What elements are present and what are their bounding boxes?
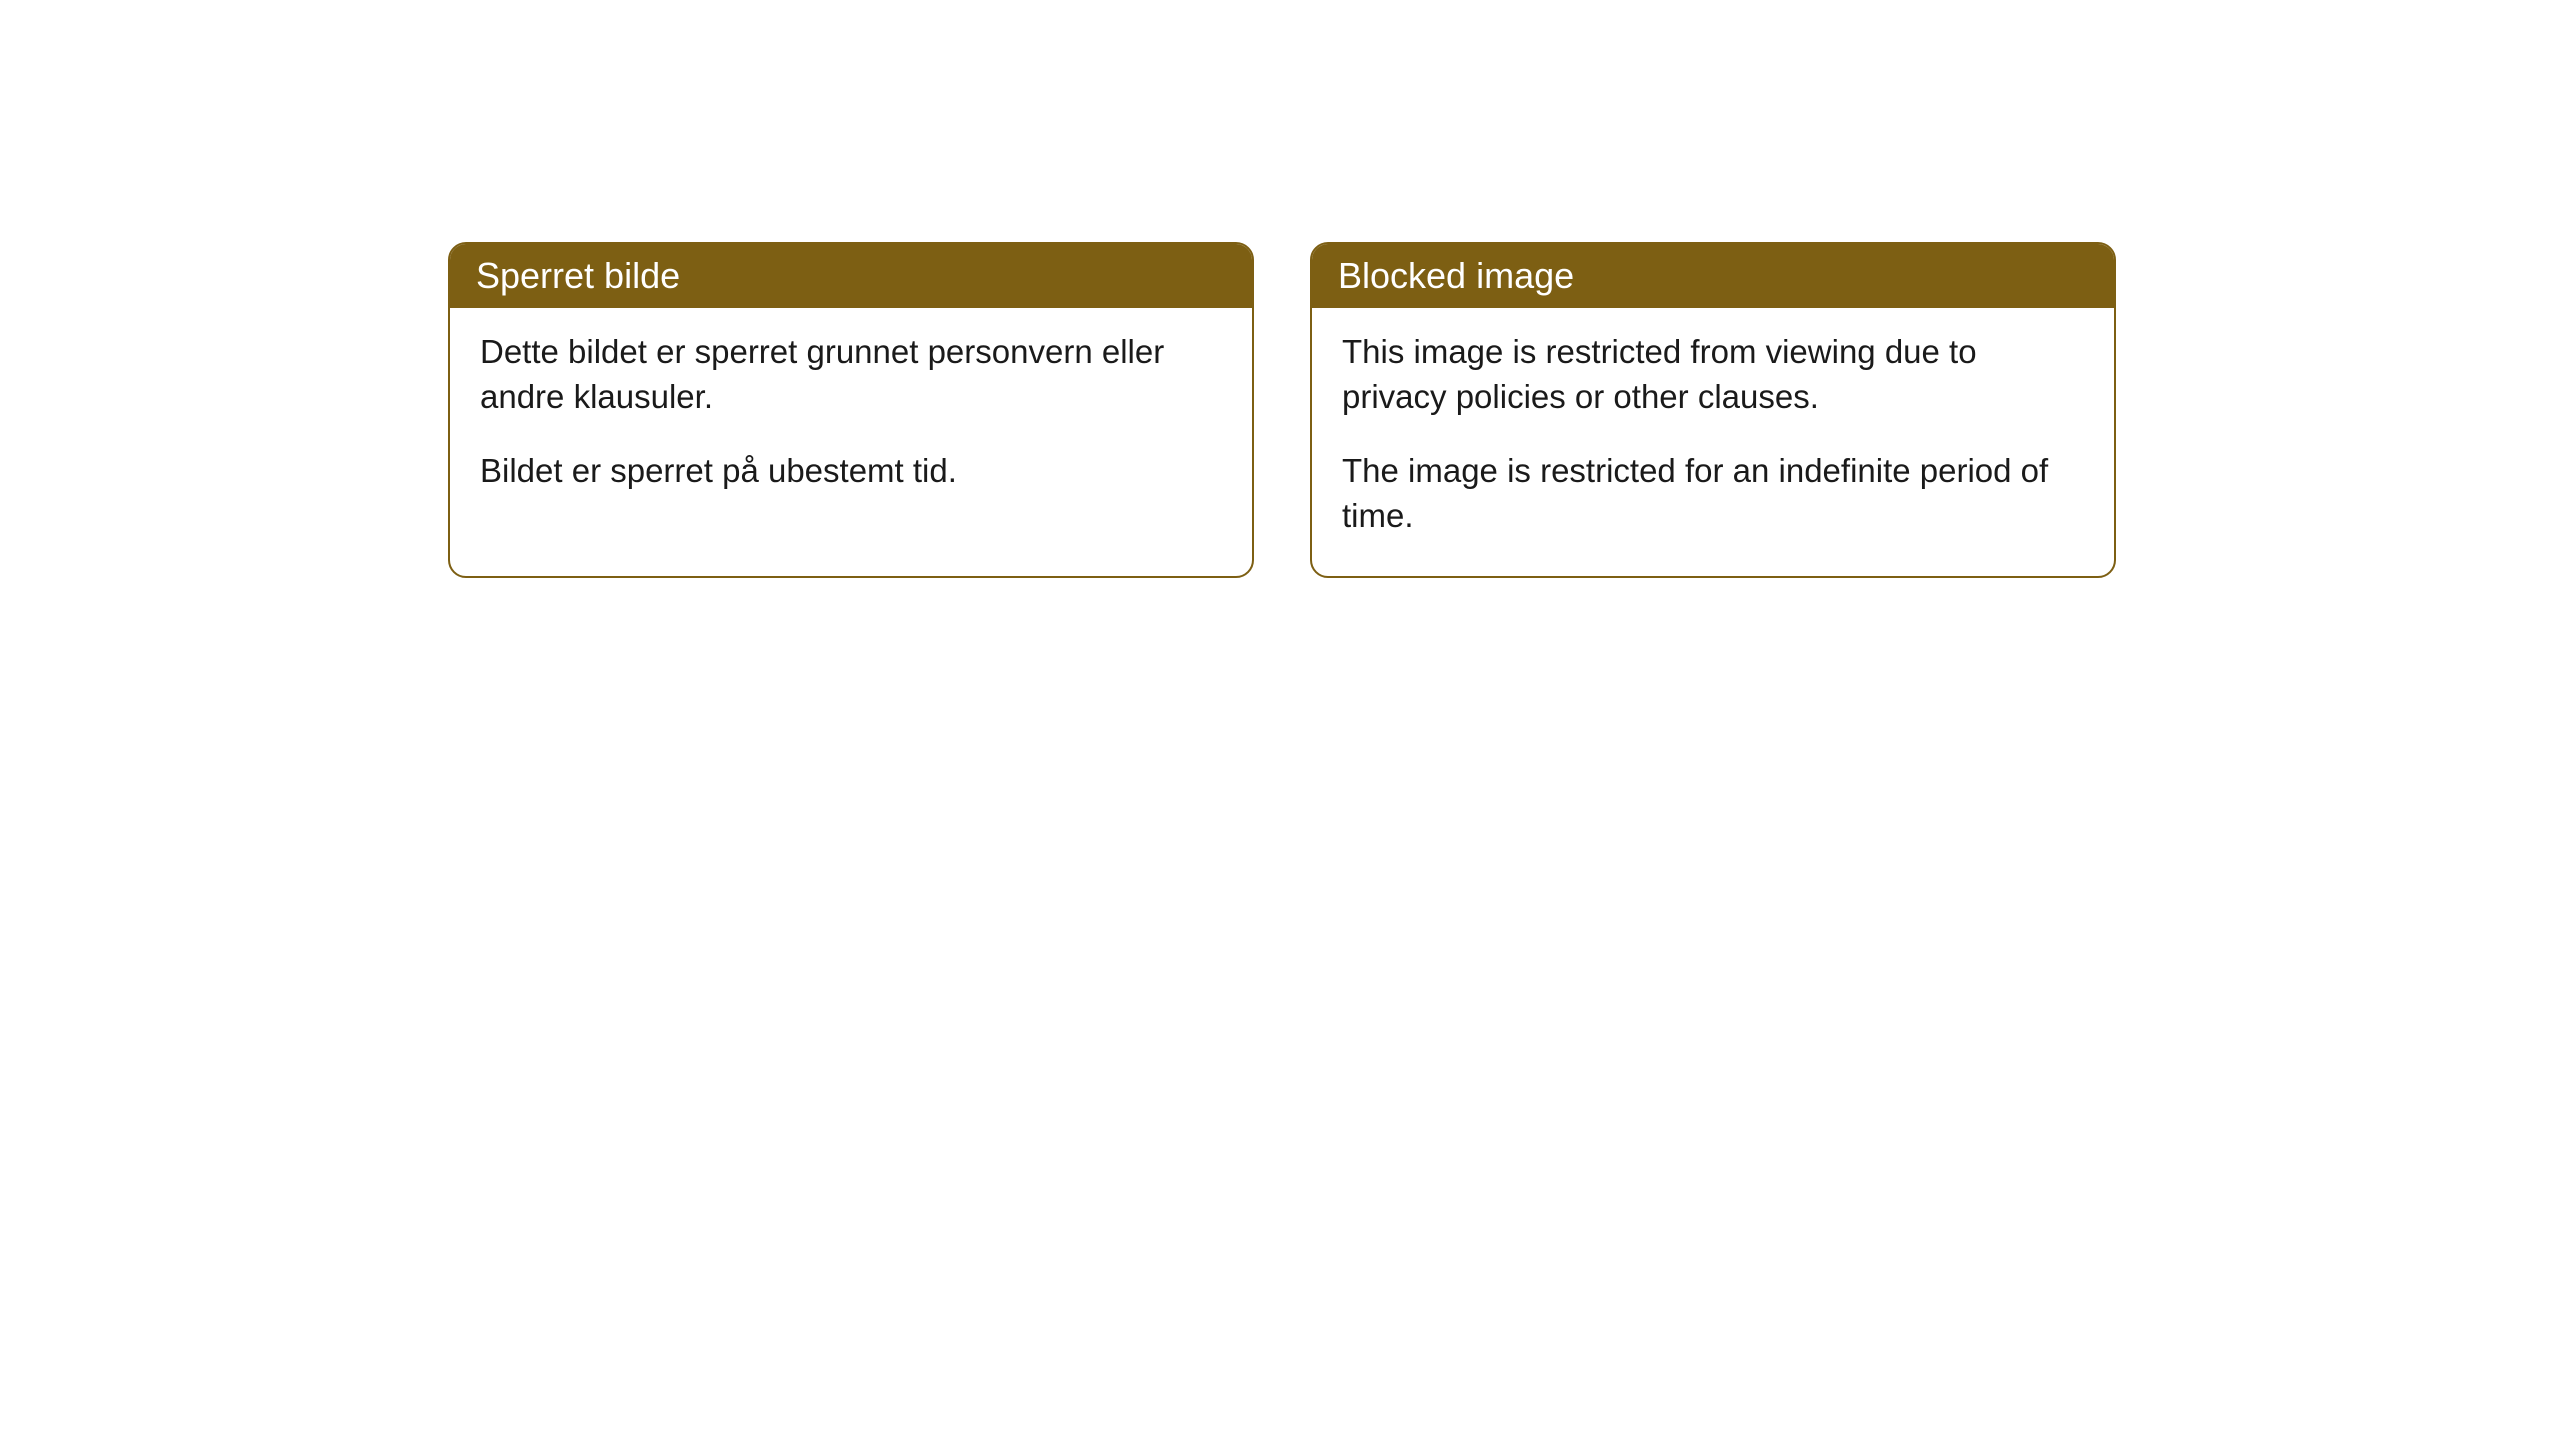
card-norwegian: Sperret bilde Dette bildet er sperret gr… <box>448 242 1254 578</box>
card-paragraph: Dette bildet er sperret grunnet personve… <box>480 330 1222 419</box>
card-body-norwegian: Dette bildet er sperret grunnet personve… <box>450 308 1252 532</box>
card-paragraph: The image is restricted for an indefinit… <box>1342 449 2084 538</box>
card-header-english: Blocked image <box>1312 244 2114 308</box>
card-title: Sperret bilde <box>476 255 680 296</box>
card-paragraph: Bildet er sperret på ubestemt tid. <box>480 449 1222 494</box>
card-body-english: This image is restricted from viewing du… <box>1312 308 2114 576</box>
card-paragraph: This image is restricted from viewing du… <box>1342 330 2084 419</box>
card-title: Blocked image <box>1338 255 1574 296</box>
card-header-norwegian: Sperret bilde <box>450 244 1252 308</box>
notice-container: Sperret bilde Dette bildet er sperret gr… <box>448 242 2116 578</box>
card-english: Blocked image This image is restricted f… <box>1310 242 2116 578</box>
